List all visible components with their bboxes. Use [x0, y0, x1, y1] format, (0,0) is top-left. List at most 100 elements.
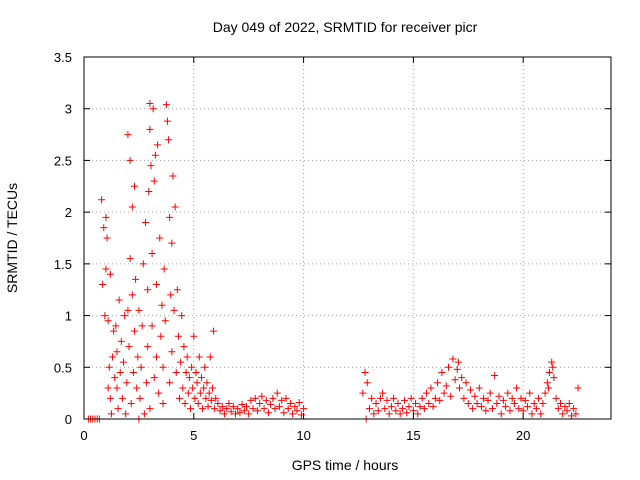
data-point	[425, 399, 433, 407]
data-point	[203, 379, 211, 387]
data-point	[480, 394, 488, 402]
data-point	[167, 291, 175, 299]
data-point	[150, 374, 158, 382]
data-point	[418, 394, 426, 402]
data-point	[440, 389, 448, 397]
data-point	[559, 410, 567, 418]
data-point	[211, 405, 219, 413]
data-point	[497, 410, 505, 418]
data-point	[155, 389, 163, 397]
data-point	[227, 408, 235, 416]
data-point	[225, 399, 233, 407]
data-point	[493, 399, 501, 407]
data-point	[216, 407, 224, 415]
data-point	[197, 374, 205, 382]
data-point	[510, 399, 518, 407]
data-point	[210, 327, 218, 335]
data-point	[146, 100, 154, 108]
grid-lines	[84, 57, 611, 419]
data-point	[143, 379, 151, 387]
data-point	[361, 368, 369, 376]
data-point	[109, 353, 117, 361]
data-point	[192, 368, 200, 376]
y-tick-label: 0	[65, 412, 72, 427]
data-point	[126, 255, 134, 263]
data-point	[460, 394, 468, 402]
data-point	[449, 355, 457, 363]
data-point	[168, 239, 176, 247]
data-point	[565, 399, 573, 407]
data-point	[229, 403, 237, 411]
data-point	[234, 405, 242, 413]
data-point	[183, 353, 191, 361]
data-point	[387, 403, 395, 411]
data-point	[121, 312, 129, 320]
data-point	[508, 394, 516, 402]
data-point	[447, 392, 455, 400]
data-point	[464, 399, 472, 407]
data-point	[539, 399, 547, 407]
data-point	[144, 343, 152, 351]
data-point	[293, 407, 301, 415]
data-point	[186, 405, 194, 413]
data-point	[420, 405, 428, 413]
data-point	[181, 399, 189, 407]
data-point	[174, 332, 182, 340]
data-point	[247, 396, 255, 404]
data-point	[116, 368, 124, 376]
data-point	[200, 384, 208, 392]
data-point	[543, 379, 551, 387]
data-point	[567, 412, 575, 420]
data-point	[372, 399, 380, 407]
data-point	[291, 403, 299, 411]
data-point	[549, 363, 557, 371]
data-point	[145, 187, 153, 195]
data-point	[504, 389, 512, 397]
data-point	[506, 407, 514, 415]
data-point	[118, 394, 126, 402]
data-point	[477, 403, 485, 411]
data-point	[191, 394, 199, 402]
data-point	[104, 317, 112, 325]
data-point	[267, 401, 275, 409]
data-point	[114, 405, 122, 413]
data-point	[556, 399, 564, 407]
data-point	[195, 353, 203, 361]
y-axis-label: SRMTID / TECUs	[4, 183, 20, 293]
data-point	[574, 384, 582, 392]
data-point	[182, 368, 190, 376]
chart-title: Day 049 of 2022, SRMTID for receiver pic…	[213, 19, 478, 35]
data-point	[180, 343, 188, 351]
data-point	[289, 410, 297, 418]
data-point	[100, 224, 108, 232]
data-point	[502, 403, 510, 411]
data-point	[158, 301, 166, 309]
data-point	[359, 389, 367, 397]
data-point	[436, 396, 444, 404]
data-point	[163, 117, 171, 125]
data-point	[286, 399, 294, 407]
y-tick-label: 1.5	[54, 257, 72, 272]
data-point	[196, 389, 204, 397]
data-point	[205, 389, 213, 397]
data-point	[173, 286, 181, 294]
data-points	[84, 100, 582, 423]
x-tick-label: 10	[296, 428, 310, 443]
data-point	[394, 399, 402, 407]
data-point	[170, 306, 178, 314]
data-point	[258, 392, 266, 400]
data-point	[149, 105, 157, 113]
data-point	[491, 372, 499, 380]
data-point	[99, 281, 107, 289]
data-point	[146, 125, 154, 133]
data-point	[98, 196, 106, 204]
data-point	[124, 306, 132, 314]
data-point	[102, 213, 110, 221]
data-point	[154, 141, 162, 149]
data-point	[385, 410, 393, 418]
data-point	[515, 405, 523, 413]
data-point	[152, 281, 160, 289]
data-point	[242, 403, 250, 411]
data-point	[238, 401, 246, 409]
data-point	[442, 382, 450, 390]
